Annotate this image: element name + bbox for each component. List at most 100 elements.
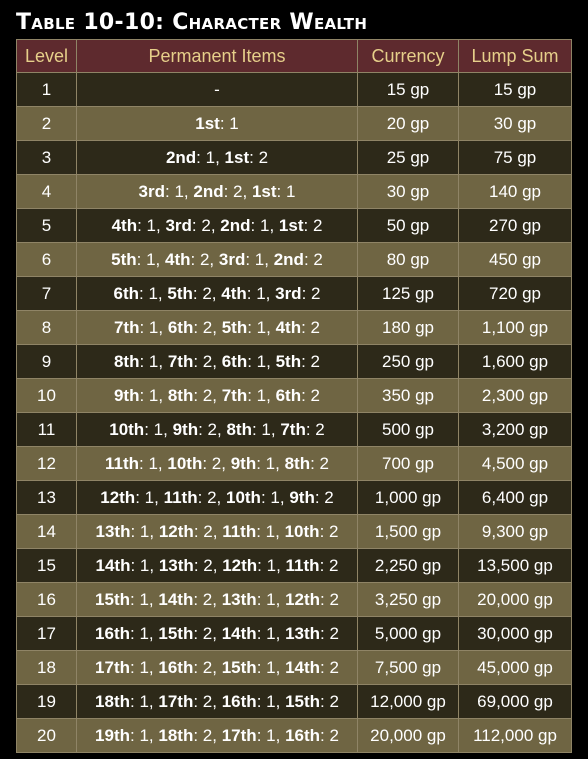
cell-permanent-items: 7th: 1, 6th: 2, 5th: 1, 4th: 2 xyxy=(76,310,358,345)
cell-lump-sum: 270 gp xyxy=(458,208,572,243)
cell-lump-sum: 2,300 gp xyxy=(458,378,572,413)
table-row: 16 15th: 1, 14th: 2, 13th: 1, 12th: 2 3,25… xyxy=(16,582,572,617)
item-count: 2 xyxy=(211,453,222,473)
table-title: Table 10-10: Character Wealth xyxy=(16,10,368,35)
item-count: 1 xyxy=(139,725,149,745)
item-slot: 16th xyxy=(285,725,321,745)
table-row: 7 6th: 1, 5th: 2, 4th: 1, 3rd: 2 125 gp 720… xyxy=(16,276,572,311)
cell-currency: 1,500 gp xyxy=(357,514,459,549)
cell-level: 8 xyxy=(16,310,77,345)
item-count: 1 xyxy=(261,419,271,439)
item-count: 1 xyxy=(205,147,216,167)
item-slot: 14th xyxy=(285,657,321,677)
header-permanent-items: Permanent Items xyxy=(76,39,358,73)
item-count: 2 xyxy=(310,385,321,405)
item-slot: 10th xyxy=(225,487,261,507)
item-slot: 2nd xyxy=(193,181,224,201)
cell-level: 12 xyxy=(16,446,77,481)
item-count: 2 xyxy=(311,283,321,303)
cell-currency: 20,000 gp xyxy=(357,718,459,753)
cell-currency: 80 gp xyxy=(357,242,459,277)
header-currency: Currency xyxy=(357,39,459,73)
item-count: 1 xyxy=(256,283,266,303)
item-slot: 9th xyxy=(172,419,199,439)
item-count: 2 xyxy=(199,249,210,269)
item-count: 2 xyxy=(319,453,330,473)
item-slot: 12th xyxy=(285,589,321,609)
item-count: 1 xyxy=(266,623,276,643)
cell-currency: 500 gp xyxy=(357,412,459,447)
item-count: 2 xyxy=(233,181,243,201)
cell-currency: 1,000 gp xyxy=(357,480,459,515)
item-slot: 10th xyxy=(284,521,320,541)
cell-lump-sum: 112,000 gp xyxy=(458,718,572,753)
item-slot: 10th xyxy=(167,453,203,473)
item-count: 1 xyxy=(139,555,150,575)
item-slot: 11th xyxy=(104,453,139,473)
cell-currency: 15 gp xyxy=(357,72,459,107)
item-count: 1 xyxy=(148,351,159,371)
cell-lump-sum: 6,400 gp xyxy=(458,480,572,515)
item-slot: 9th xyxy=(113,385,140,405)
item-count: 1 xyxy=(153,419,164,439)
cell-permanent-items: 13th: 1, 12th: 2, 11th: 1, 10th: 2 xyxy=(76,514,358,549)
item-slot: 14th xyxy=(158,589,194,609)
cell-level: 10 xyxy=(16,378,77,413)
cell-permanent-items: 1st: 1 xyxy=(76,106,358,141)
cell-level: 1 xyxy=(16,72,77,107)
cell-currency: 12,000 gp xyxy=(357,684,459,719)
item-count: 1 xyxy=(144,487,155,507)
item-slot: 3rd xyxy=(138,181,165,201)
cell-permanent-items: 5th: 1, 4th: 2, 3rd: 1, 2nd: 2 xyxy=(76,242,358,277)
item-count: 2 xyxy=(203,555,213,575)
cell-currency: 25 gp xyxy=(357,140,459,175)
cell-currency: 350 gp xyxy=(357,378,459,413)
table-row: 18 17th: 1, 16th: 2, 15th: 1, 14th: 2 7,50… xyxy=(16,650,572,685)
item-slot: 5th xyxy=(221,317,248,337)
table-row: 12 11th: 1, 10th: 2, 9th: 1, 8th: 2 700 gp… xyxy=(16,446,572,481)
item-count: 2 xyxy=(202,691,213,711)
item-slot: 9th xyxy=(289,487,315,507)
item-slot: 7th xyxy=(113,317,140,337)
item-count: 1 xyxy=(256,385,267,405)
item-count: 2 xyxy=(201,215,211,235)
item-count: 1 xyxy=(259,215,270,235)
table-row: 4 3rd: 1, 2nd: 2, 1st: 1 30 gp 140 gp xyxy=(16,174,572,209)
item-slot: 6th xyxy=(113,283,139,303)
item-count: 2 xyxy=(207,419,217,439)
cell-level: 17 xyxy=(16,616,77,651)
item-slot: 12th xyxy=(158,521,194,541)
cell-lump-sum: 69,000 gp xyxy=(458,684,572,719)
table-row: 19 18th: 1, 17th: 2, 16th: 1, 15th: 2 12,0… xyxy=(16,684,572,719)
cell-lump-sum: 45,000 gp xyxy=(458,650,572,685)
item-slot: 11th xyxy=(222,521,257,541)
item-slot: 8th xyxy=(226,419,252,439)
cell-currency: 250 gp xyxy=(357,344,459,379)
item-count: 1 xyxy=(286,181,296,201)
item-slot: 3rd xyxy=(275,283,302,303)
cell-lump-sum: 75 gp xyxy=(458,140,572,175)
table-body: 1-15 gp 15 gp 2 1st: 1 20 gp 30 gp 3 2nd: 1, 1s… xyxy=(16,72,572,753)
item-slot: 4th xyxy=(275,317,302,337)
table-row: 8 7th: 1, 6th: 2, 5th: 1, 4th: 2 180 gp 1,1… xyxy=(16,310,572,345)
item-slot: 3rd xyxy=(218,249,246,269)
item-slot: 13th xyxy=(285,623,321,643)
item-count: 1 xyxy=(146,215,156,235)
item-slot: 6th xyxy=(221,351,248,371)
item-count: 2 xyxy=(329,623,339,643)
item-count: 2 xyxy=(202,589,213,609)
header-row: Level Permanent Items Currency Lump Sum xyxy=(16,39,572,73)
item-slot: 4th xyxy=(221,283,247,303)
header-lump-sum: Lump Sum xyxy=(458,39,572,73)
item-count: 1 xyxy=(265,521,276,541)
cell-currency: 30 gp xyxy=(357,174,459,209)
item-slot: 7th xyxy=(167,351,194,371)
cell-lump-sum: 13,500 gp xyxy=(458,548,572,583)
item-count: 1 xyxy=(266,725,276,745)
cell-lump-sum: 9,300 gp xyxy=(458,514,572,549)
item-slot: 16th xyxy=(221,691,257,711)
item-slot: 5th xyxy=(275,351,302,371)
item-slot: 12th xyxy=(100,487,136,507)
item-count: 2 xyxy=(315,419,325,439)
item-count: 2 xyxy=(202,385,213,405)
